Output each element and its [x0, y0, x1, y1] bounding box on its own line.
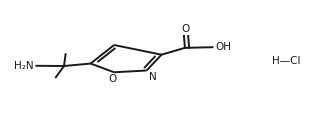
Text: OH: OH	[215, 42, 231, 52]
Text: H—Cl: H—Cl	[272, 56, 301, 66]
Text: N: N	[149, 72, 157, 82]
Text: O: O	[182, 24, 190, 34]
Text: H₂N: H₂N	[14, 61, 34, 71]
Text: O: O	[108, 73, 117, 84]
